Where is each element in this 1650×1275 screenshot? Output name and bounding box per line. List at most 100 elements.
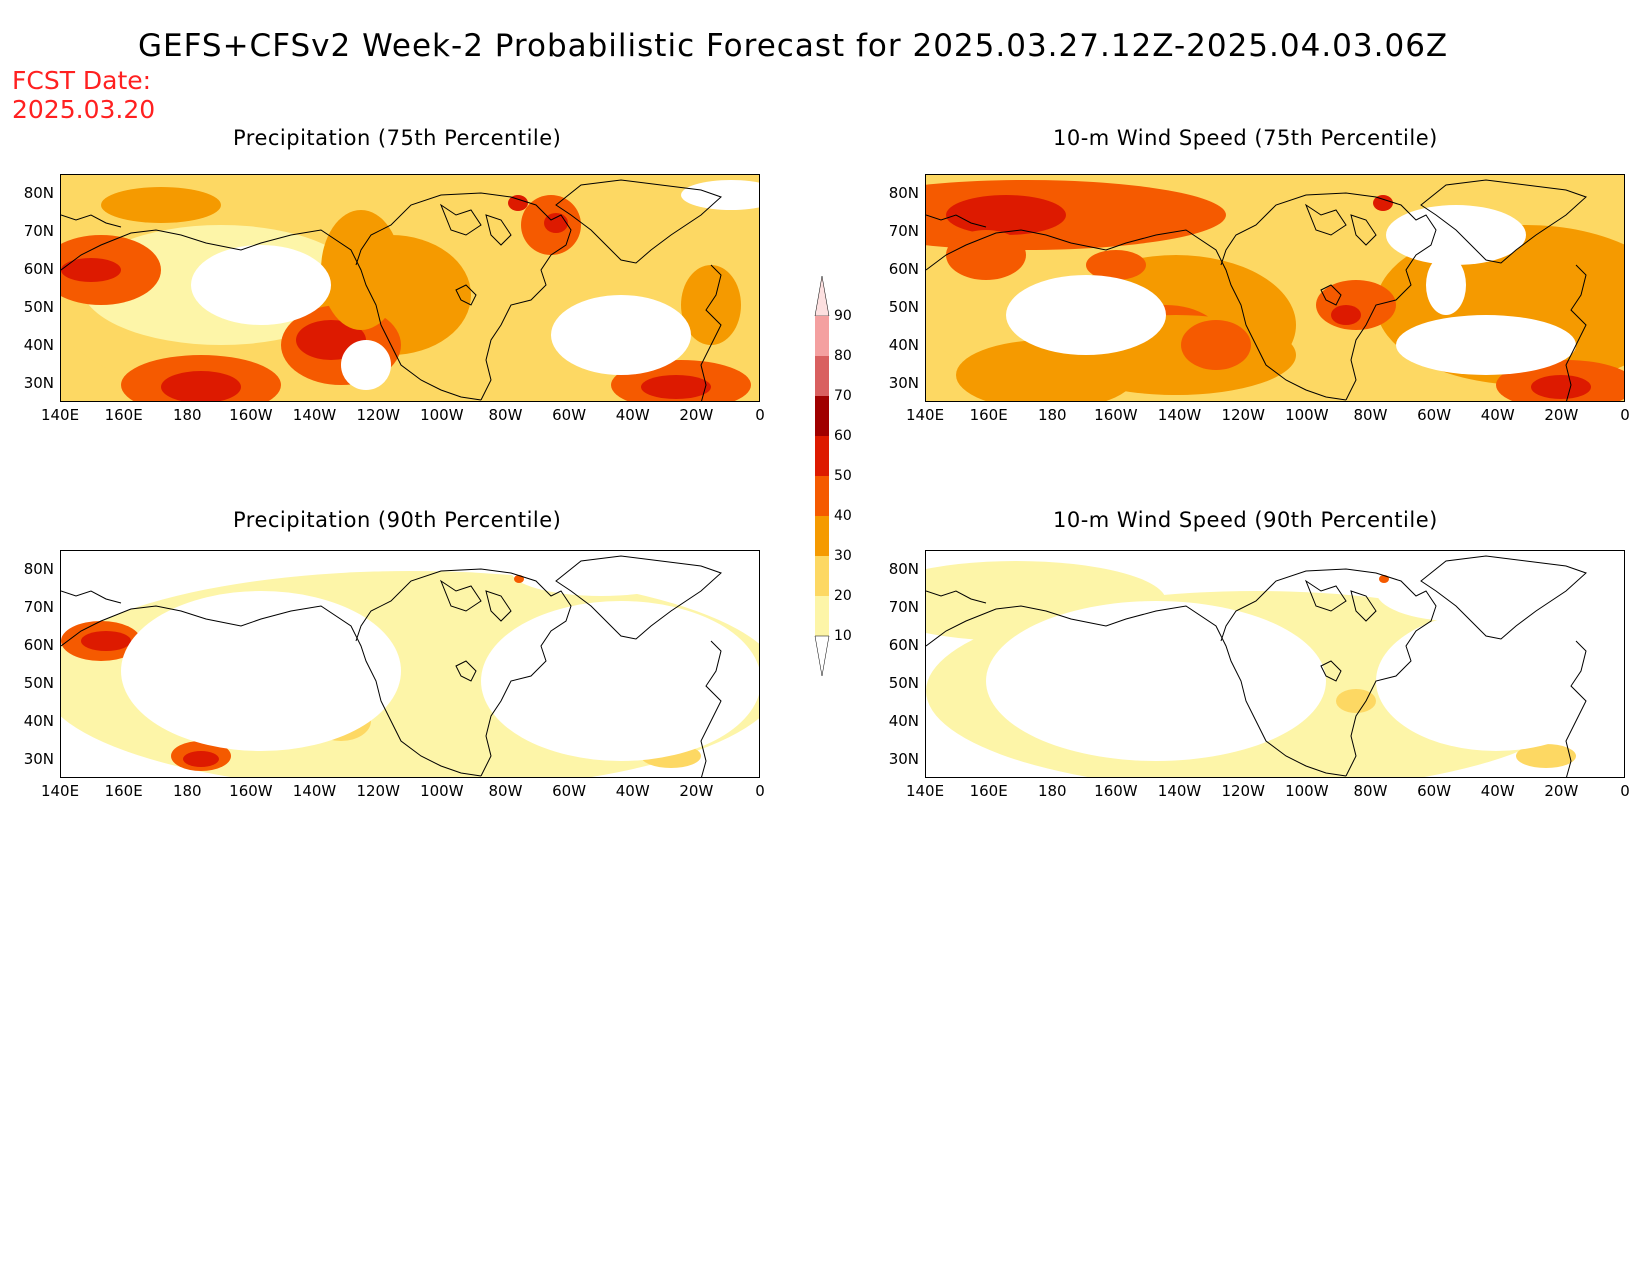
coastline bbox=[1320, 660, 1342, 682]
map-precip-90 bbox=[60, 550, 760, 778]
lon-tick-label: 140W bbox=[1157, 782, 1202, 800]
probability-shading bbox=[946, 230, 1026, 280]
lon-tick-label: 60W bbox=[552, 782, 587, 800]
colorbar-label: 20 bbox=[834, 588, 852, 604]
lat-tick-label: 70N bbox=[888, 222, 919, 240]
lon-tick-label: 180 bbox=[172, 782, 202, 800]
low-probability-area bbox=[341, 340, 391, 390]
lat-tick-label: 30N bbox=[23, 750, 54, 768]
lon-tick-label: 160W bbox=[229, 782, 273, 800]
lat-tick-label: 60N bbox=[23, 636, 54, 654]
lat-tick-label: 60N bbox=[888, 636, 919, 654]
lat-tick-label: 50N bbox=[23, 298, 54, 316]
lat-tick-label: 40N bbox=[23, 336, 54, 354]
lat-tick-label: 30N bbox=[23, 374, 54, 392]
lon-tick-label: 160E bbox=[104, 782, 143, 800]
lon-tick-label: 60W bbox=[1417, 782, 1452, 800]
probability-shading bbox=[1373, 195, 1393, 211]
lon-tick-label: 40W bbox=[1480, 406, 1515, 424]
probability-shading bbox=[946, 195, 1066, 235]
lon-tick-label: 120W bbox=[356, 782, 400, 800]
panel-title-wind-75: 10-m Wind Speed (75th Percentile) bbox=[1053, 126, 1438, 150]
lon-tick-label: 140E bbox=[905, 782, 945, 800]
lon-tick-label: 120W bbox=[1221, 406, 1265, 424]
colorbar-label: 70 bbox=[834, 388, 852, 404]
probability-shading bbox=[1316, 280, 1396, 330]
colorbar-label: 30 bbox=[834, 548, 852, 564]
probability-shading bbox=[681, 265, 741, 345]
fcst-date-label: FCST Date: bbox=[12, 66, 152, 95]
colorbar-swatch bbox=[814, 275, 830, 317]
probability-shading bbox=[1516, 744, 1576, 768]
coastline bbox=[61, 590, 122, 604]
main-title: GEFS+CFSv2 Week-2 Probabilistic Forecast… bbox=[138, 28, 1449, 64]
lon-tick-label: 20W bbox=[1544, 406, 1579, 424]
coastline bbox=[700, 640, 722, 777]
colorbar-label: 10 bbox=[834, 628, 852, 644]
probability-shading bbox=[1331, 305, 1361, 325]
low-probability-area bbox=[511, 551, 691, 596]
low-probability-area bbox=[551, 295, 691, 375]
coastline bbox=[1304, 203, 1347, 236]
map-field bbox=[61, 175, 759, 401]
lat-tick-label: 80N bbox=[888, 560, 919, 578]
panel-title-precip-75: Precipitation (75th Percentile) bbox=[233, 126, 562, 150]
probability-shading bbox=[508, 195, 528, 211]
lon-tick-label: 160W bbox=[1094, 782, 1138, 800]
probability-shading bbox=[1379, 575, 1389, 583]
coastline bbox=[1420, 179, 1587, 264]
colorbar-label: 60 bbox=[834, 428, 852, 444]
coastline bbox=[455, 660, 477, 682]
colorbar-swatch bbox=[815, 356, 829, 396]
lon-tick-label: 80W bbox=[1353, 782, 1388, 800]
map-field bbox=[926, 551, 1624, 777]
lon-tick-label: 40W bbox=[1480, 782, 1515, 800]
colorbar-swatch bbox=[814, 635, 830, 677]
coastline bbox=[439, 579, 482, 612]
lon-tick-label: 120W bbox=[356, 406, 400, 424]
lon-tick-label: 100W bbox=[420, 782, 464, 800]
low-probability-area bbox=[1376, 611, 1616, 751]
lon-tick-label: 80W bbox=[1353, 406, 1388, 424]
lon-tick-label: 160W bbox=[229, 406, 273, 424]
lat-tick-label: 80N bbox=[23, 184, 54, 202]
colorbar-swatch bbox=[815, 316, 829, 356]
coastline bbox=[439, 203, 482, 236]
lon-tick-label: 60W bbox=[552, 406, 587, 424]
colorbar-swatch bbox=[815, 516, 829, 556]
colorbar-swatch bbox=[815, 596, 829, 636]
coastline bbox=[926, 590, 987, 604]
lon-tick-label: 100W bbox=[420, 406, 464, 424]
low-probability-area bbox=[1396, 315, 1576, 375]
fcst-date-value: 2025.03.20 bbox=[12, 95, 156, 124]
map-wind-90 bbox=[925, 550, 1625, 778]
lon-tick-label: 0 bbox=[1620, 782, 1630, 800]
lon-tick-label: 160E bbox=[104, 406, 143, 424]
coastline bbox=[1350, 214, 1377, 246]
lat-tick-label: 40N bbox=[888, 712, 919, 730]
probability-shading bbox=[81, 631, 131, 651]
map-wind-75 bbox=[925, 174, 1625, 402]
lat-tick-label: 40N bbox=[888, 336, 919, 354]
coastline bbox=[1350, 590, 1377, 622]
colorbar-swatch bbox=[815, 476, 829, 516]
coastline bbox=[555, 179, 722, 264]
lat-tick-label: 30N bbox=[888, 374, 919, 392]
lat-tick-label: 60N bbox=[888, 260, 919, 278]
coastline bbox=[61, 605, 482, 777]
colorbar-label: 80 bbox=[834, 348, 852, 364]
lon-tick-label: 0 bbox=[755, 406, 765, 424]
probability-shading bbox=[544, 213, 568, 233]
map-precip-75 bbox=[60, 174, 760, 402]
lon-tick-label: 100W bbox=[1285, 406, 1329, 424]
map-field bbox=[61, 551, 759, 777]
lon-tick-label: 120W bbox=[1221, 782, 1265, 800]
coastline bbox=[1420, 555, 1587, 640]
coastline bbox=[1220, 568, 1437, 777]
coastline bbox=[61, 229, 482, 401]
lat-tick-label: 70N bbox=[23, 222, 54, 240]
coastline bbox=[555, 555, 722, 640]
coastline bbox=[700, 264, 722, 401]
lon-tick-label: 80W bbox=[488, 406, 523, 424]
coastline bbox=[926, 605, 1347, 777]
